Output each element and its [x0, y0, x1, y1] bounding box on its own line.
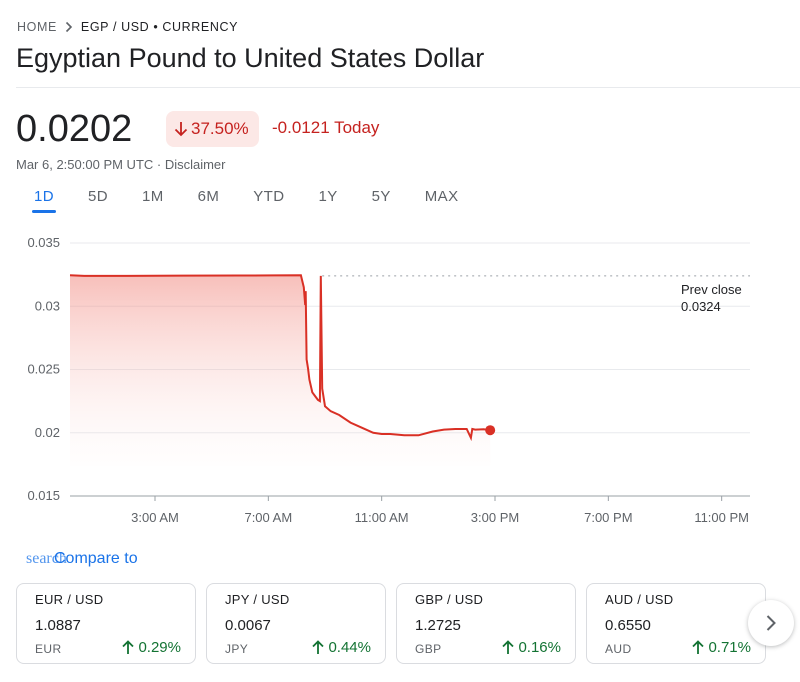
arrow-up-icon: [692, 640, 705, 654]
y-tick-label: 0.015: [27, 488, 60, 503]
range-tab-1y[interactable]: 1Y: [318, 188, 338, 205]
card-change: 0.44%: [312, 639, 371, 656]
card-change-percent: 0.44%: [328, 639, 371, 656]
x-tick-label: 3:00 PM: [471, 510, 519, 525]
compare-card-gbp[interactable]: GBP / USD 1.2725 GBP 0.16%: [396, 583, 576, 664]
card-value: 1.2725: [415, 617, 461, 634]
chevron-right-icon: [65, 21, 73, 33]
breadcrumb-home[interactable]: HOME: [17, 20, 57, 34]
breadcrumb: HOME EGP / USD • CURRENCY: [17, 19, 238, 35]
search-overlay-text: search: [26, 550, 67, 567]
card-value: 0.6550: [605, 617, 651, 634]
change-percent-badge: 37.50%: [166, 111, 259, 147]
compare-to-heading: Compare to: [54, 550, 138, 567]
chart-area: [70, 275, 491, 466]
x-tick-label: 7:00 AM: [244, 510, 292, 525]
card-currency-code: AUD: [605, 642, 632, 656]
chevron-right-icon: [766, 615, 776, 631]
arrow-up-icon: [502, 640, 515, 654]
x-tick-label: 11:00 AM: [355, 510, 409, 525]
y-tick-label: 0.02: [35, 425, 60, 440]
next-button[interactable]: [748, 600, 794, 646]
price-line: [69, 274, 491, 442]
range-tab-5y[interactable]: 5Y: [371, 188, 391, 205]
current-price: 0.0202: [16, 108, 133, 150]
card-pair: AUD / USD: [605, 592, 674, 607]
prev-close-label: Prev close: [681, 282, 742, 297]
y-tick-label: 0.03: [35, 298, 60, 313]
change-percent: 37.50%: [191, 119, 249, 138]
range-tabs: 1D 5D 1M 6M YTD 1Y 5Y MAX: [22, 186, 480, 213]
compare-cards: EUR / USD 1.0887 EUR 0.29% JPY / USD 0.0067 JP…: [16, 583, 776, 664]
breadcrumb-current: EGP / USD • CURRENCY: [80, 20, 239, 34]
card-change: 0.71%: [692, 639, 751, 656]
compare-card-aud[interactable]: AUD / USD 0.6550 AUD 0.71%: [586, 583, 766, 664]
range-tab-max[interactable]: MAX: [424, 188, 459, 205]
card-currency-code: GBP: [415, 642, 442, 656]
card-pair: EUR / USD: [35, 592, 104, 607]
y-tick-label: 0.035: [27, 235, 60, 250]
change-today: -0.0121 Today: [272, 118, 380, 137]
current-point: [485, 425, 496, 436]
range-tab-1m[interactable]: 1M: [141, 188, 164, 205]
card-value: 0.0067: [225, 617, 271, 634]
quote-timestamp: Mar 6, 2:50:00 PM UTC · Disclaimer: [16, 157, 226, 172]
card-currency-code: JPY: [225, 642, 249, 656]
price-chart: Prev close 0.0324 0.035 0.03 0.025 0.02 0.01…: [27, 235, 750, 525]
card-change: 0.29%: [122, 639, 181, 656]
card-change-percent: 0.16%: [518, 639, 561, 656]
card-pair: GBP / USD: [415, 592, 484, 607]
range-tab-1d[interactable]: 1D: [22, 186, 66, 213]
arrow-down-icon: [174, 122, 188, 137]
x-tick-label: 7:00 PM: [584, 510, 632, 525]
x-tick-label: 11:00 PM: [694, 510, 749, 525]
card-pair: JPY / USD: [225, 592, 290, 607]
arrow-up-icon: [122, 640, 135, 654]
range-tab-6m[interactable]: 6M: [197, 188, 220, 205]
range-tab-5d[interactable]: 5D: [87, 188, 108, 205]
card-change-percent: 0.29%: [138, 639, 181, 656]
compare-card-jpy[interactable]: JPY / USD 0.0067 JPY 0.44%: [206, 583, 386, 664]
prev-close-value: 0.0324: [681, 299, 721, 314]
divider: [16, 87, 800, 88]
card-change-percent: 0.71%: [708, 639, 751, 656]
card-change: 0.16%: [502, 639, 561, 656]
range-tab-ytd[interactable]: YTD: [253, 188, 285, 205]
card-currency-code: EUR: [35, 642, 62, 656]
arrow-up-icon: [312, 640, 325, 654]
y-tick-label: 0.025: [27, 362, 60, 377]
x-tick-label: 3:00 AM: [131, 510, 179, 525]
compare-card-eur[interactable]: EUR / USD 1.0887 EUR 0.29%: [16, 583, 196, 664]
card-value: 1.0887: [35, 617, 81, 634]
page-title: Egyptian Pound to United States Dollar: [16, 43, 485, 73]
